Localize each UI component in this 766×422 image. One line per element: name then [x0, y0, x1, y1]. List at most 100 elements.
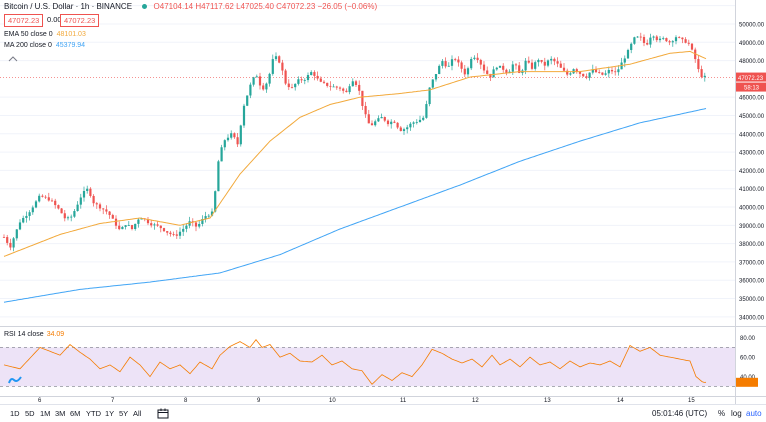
candle-body: [95, 203, 98, 205]
rsi-legend[interactable]: RSI 14 close 34.09: [4, 331, 64, 338]
time-tick-label: 11: [400, 398, 407, 404]
candle-body: [150, 223, 153, 226]
utc-clock[interactable]: 05:01:46 (UTC): [652, 409, 708, 418]
price-tick-label: 46000.00: [739, 96, 765, 102]
candle-body: [146, 219, 150, 224]
candle-body: [201, 219, 204, 224]
candle-body: [454, 59, 457, 61]
timeframe-ytd[interactable]: YTD: [86, 409, 101, 418]
price-tick-label: 45000.00: [739, 114, 765, 120]
log-toggle[interactable]: log: [731, 409, 742, 418]
ema-legend[interactable]: EMA 50 close 0 48101.03: [4, 31, 86, 38]
ohlc-values: O47104.14 H47117.62 L47025.40 C47072.23 …: [153, 2, 378, 11]
ma200-line: [3, 108, 707, 303]
candle-body: [198, 223, 201, 227]
candle-body: [70, 216, 73, 218]
candle-body: [162, 228, 166, 232]
candle-body: [89, 188, 92, 196]
candle-body: [124, 225, 127, 227]
candle-body: [540, 59, 543, 62]
candle-body: [214, 191, 217, 212]
sell-price-box[interactable]: 47072.23: [4, 14, 44, 27]
candle-body: [57, 205, 60, 209]
candle-body: [646, 42, 649, 45]
candle-body: [252, 77, 255, 85]
candle-body: [319, 78, 322, 82]
auto-toggle[interactable]: auto: [746, 409, 762, 418]
candle-body: [66, 217, 70, 219]
candle-body: [38, 195, 41, 202]
candle-body: [28, 212, 31, 216]
candle-body: [668, 41, 671, 43]
timeframe-6m[interactable]: 6M: [70, 409, 81, 418]
candle-body: [140, 218, 143, 220]
candle-body: [297, 79, 300, 84]
candle-body: [12, 238, 15, 248]
percent-toggle[interactable]: %: [718, 409, 726, 418]
candle-body: [102, 208, 105, 210]
candle-body: [246, 95, 249, 106]
ema50-line: [3, 50, 707, 257]
timeframe-1y[interactable]: 1Y: [105, 409, 115, 418]
candle-body: [562, 67, 566, 71]
candle-body: [422, 117, 425, 120]
time-tick-label: 10: [329, 398, 336, 404]
candle-body: [396, 122, 399, 128]
candle-body: [2, 237, 6, 238]
candle-body: [86, 188, 89, 192]
candle-body: [662, 38, 665, 39]
candle-body: [658, 38, 662, 41]
market-status-icon: [142, 4, 148, 10]
symbol-title[interactable]: Bitcoin / U.S. Dollar · 1h · BINANCE: [4, 2, 133, 11]
ma-label: MA 200 close 0: [4, 42, 52, 49]
candle-body: [530, 62, 534, 69]
candle-body: [601, 72, 604, 75]
timeframe-3m[interactable]: 3M: [55, 409, 66, 418]
rsi-value-marker: [736, 377, 758, 387]
candle-body: [492, 69, 495, 78]
price-tick-label: 39000.00: [739, 224, 765, 230]
date-range-icon[interactable]: [157, 408, 169, 419]
candle-body: [703, 75, 706, 78]
candle-body: [550, 58, 553, 61]
timeframe-1m[interactable]: 1M: [40, 409, 51, 418]
candle-body: [313, 72, 316, 76]
timeframe-1d[interactable]: 1D: [10, 409, 20, 418]
rsi-line: [3, 339, 707, 385]
candle-body: [415, 122, 418, 123]
candle-body: [230, 133, 233, 138]
candle-body: [690, 43, 694, 50]
candle-body: [582, 73, 585, 77]
timeframe-5y[interactable]: 5Y: [119, 409, 129, 418]
candle-body: [470, 58, 473, 69]
candle-body: [489, 73, 492, 78]
candle-body: [210, 211, 214, 216]
candle-body: [511, 64, 514, 72]
timeframe-5d[interactable]: 5D: [25, 409, 35, 418]
buy-price-box[interactable]: 47072.23: [60, 14, 100, 27]
timeframe-all[interactable]: All: [133, 409, 142, 418]
candle-body: [438, 65, 441, 75]
candle-body: [614, 71, 617, 73]
candle-body: [137, 219, 140, 224]
candle-body: [153, 224, 156, 226]
candle-body: [172, 234, 175, 235]
candle-body: [457, 59, 460, 63]
candle-body: [31, 207, 34, 213]
candle-body: [652, 36, 655, 38]
collapse-legend-icon[interactable]: [8, 56, 18, 62]
candle-body: [63, 213, 66, 219]
candle-body: [518, 65, 521, 74]
price-tick-label: 37000.00: [739, 260, 765, 266]
candle-body: [54, 200, 57, 206]
candle-body: [207, 215, 210, 217]
candle-body: [9, 242, 12, 248]
candle-body: [377, 118, 380, 122]
candle-body: [351, 81, 354, 87]
ema-label: EMA 50 close 0: [4, 31, 53, 38]
ma-legend[interactable]: MA 200 close 0 45379.94: [4, 42, 85, 49]
candle-body: [175, 234, 178, 236]
candle-body: [524, 60, 527, 71]
candle-body: [274, 56, 278, 60]
